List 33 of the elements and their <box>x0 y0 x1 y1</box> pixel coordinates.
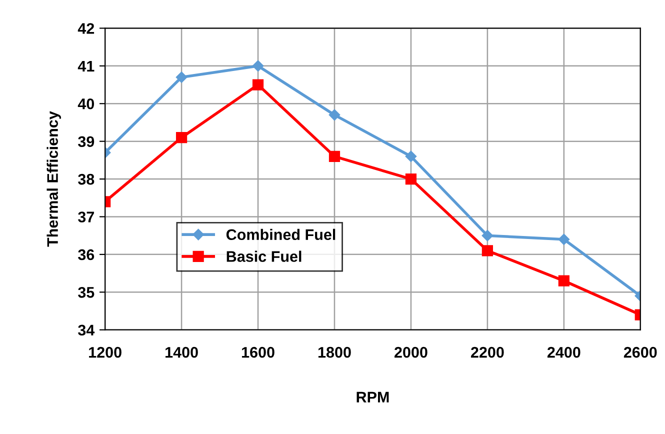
y-axis-title: Thermal Efficiency <box>46 111 61 247</box>
y-tick-label: 36 <box>78 249 94 260</box>
x-tick-label: 1400 <box>166 346 198 358</box>
legend-label: Combined Fuel <box>226 228 336 240</box>
y-tick-label: 39 <box>78 136 94 148</box>
point <box>482 230 494 242</box>
x-tick-label: 1200 <box>89 346 122 358</box>
point <box>252 79 264 90</box>
x-tick-label: 1600 <box>242 346 274 358</box>
x-tick-label: 1800 <box>318 346 351 358</box>
x-tick-label: 2400 <box>547 346 580 358</box>
x-tick-label: 2200 <box>470 346 504 358</box>
x-tick-label: 2600 <box>624 346 657 358</box>
point <box>252 60 264 72</box>
point <box>482 245 493 256</box>
x-tick-label: 2000 <box>394 346 428 358</box>
point <box>558 275 570 286</box>
y-tick-label: 35 <box>78 287 94 298</box>
legend-label: Basic Fuel <box>226 250 302 262</box>
point <box>176 72 188 83</box>
y-tick-label: 38 <box>78 174 94 185</box>
point <box>405 173 417 185</box>
y-tick-label: 40 <box>78 98 94 110</box>
y-tick-label: 37 <box>78 212 94 222</box>
y-tick-label: 34 <box>78 324 95 336</box>
point <box>176 132 188 144</box>
x-axis-title: RPM <box>356 392 389 402</box>
y-tick-label: 41 <box>78 60 94 72</box>
point <box>558 234 570 245</box>
point <box>328 109 340 121</box>
point <box>328 150 340 162</box>
point <box>405 150 417 162</box>
y-tick-label: 42 <box>78 23 94 34</box>
